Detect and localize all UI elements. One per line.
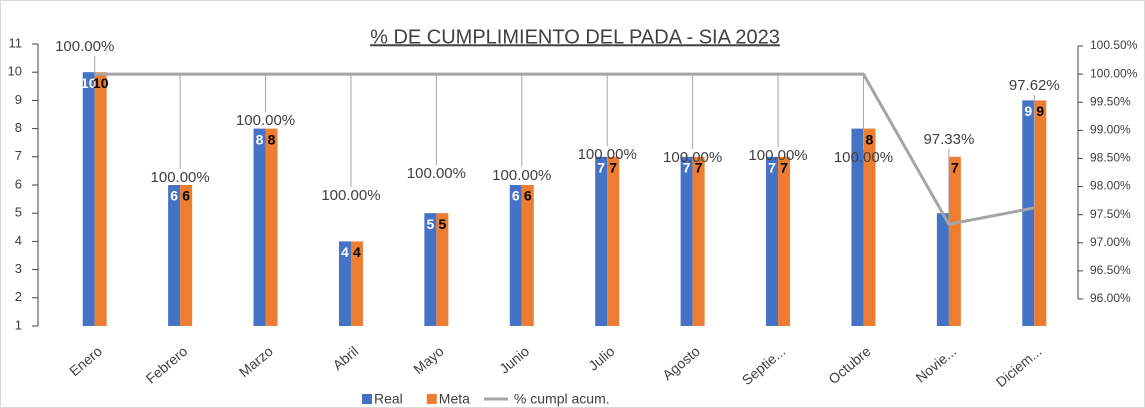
bar-value-label: 7 [780, 160, 788, 176]
y-tick-label: 4 [15, 233, 22, 248]
y-tick-label: 9 [15, 92, 22, 107]
bar-value-label: 9 [1024, 103, 1032, 119]
legend-label: Meta [439, 391, 470, 407]
bar-value-label: 10 [81, 75, 97, 91]
bar-value-label: 9 [1036, 103, 1044, 119]
bar [350, 241, 363, 326]
line-value-label: 100.00% [834, 149, 893, 166]
bar [936, 213, 949, 326]
line-value-label: 100.00% [663, 149, 722, 166]
line-value-label: 100.00% [748, 147, 807, 164]
y2-tick-label: 99.00% [1090, 123, 1131, 137]
y2-tick-label: 98.50% [1090, 151, 1131, 165]
bar-value-label: 4 [353, 244, 361, 260]
bar-value-label: 7 [609, 160, 617, 176]
bar-value-label: 8 [866, 131, 874, 147]
bar [778, 156, 791, 326]
line-value-label: 100.00% [492, 167, 551, 184]
bar-value-label: 5 [438, 216, 446, 232]
legend-swatch [362, 394, 372, 404]
line-value-label: 100.00% [151, 169, 210, 186]
line-value-label: 100.00% [55, 38, 114, 55]
bar [1034, 100, 1047, 327]
bar [82, 72, 95, 326]
line-value-label: 100.00% [578, 146, 637, 163]
line-value-label: 100.00% [321, 187, 380, 204]
y-tick-label: 6 [15, 176, 22, 191]
y2-tick-label: 97.50% [1090, 207, 1131, 221]
bar-value-label: 7 [951, 160, 959, 176]
line-value-label: 100.00% [407, 165, 466, 182]
bar [948, 156, 961, 326]
bar [180, 185, 193, 326]
y2-tick-label: 99.50% [1090, 94, 1131, 108]
bar-value-label: 6 [524, 188, 532, 204]
y-tick-label: 1 [15, 317, 22, 332]
bar-value-label: 7 [597, 160, 605, 176]
y2-tick-label: 96.00% [1090, 291, 1131, 305]
y-tick-label: 3 [15, 261, 22, 276]
bar-value-label: 10 [93, 75, 109, 91]
y-tick-label: 8 [15, 120, 22, 135]
y2-tick-label: 100.50% [1090, 38, 1138, 52]
y2-tick-label: 100.00% [1090, 66, 1138, 80]
line-value-label: 97.62% [1009, 77, 1060, 94]
bar-value-label: 6 [170, 188, 178, 204]
bar [863, 128, 876, 326]
bar-value-label: 6 [182, 188, 190, 204]
bar [509, 185, 522, 326]
bar [1022, 100, 1035, 327]
bar [253, 128, 266, 326]
bar-value-label: 8 [268, 131, 276, 147]
legend-swatch [426, 394, 437, 404]
bar [607, 156, 620, 326]
y2-tick-label: 96.50% [1090, 263, 1131, 277]
y-tick-label: 2 [15, 289, 22, 304]
bar [692, 156, 705, 326]
bar [521, 185, 534, 326]
bar-value-label: 7 [768, 160, 776, 176]
legend-label: Real [374, 391, 403, 407]
bar [595, 156, 608, 326]
bar [851, 128, 864, 326]
bar [94, 72, 107, 326]
y-tick-label: 10 [8, 64, 22, 79]
bar-value-label: 7 [695, 160, 703, 176]
y2-tick-label: 98.00% [1090, 179, 1131, 193]
bar-value-label: 4 [341, 244, 349, 260]
chart-title: % DE CUMPLIMIENTO DEL PADA - SIA 2023 [370, 26, 780, 48]
bar [766, 156, 779, 326]
y-tick-label: 11 [9, 35, 23, 50]
y-tick-label: 7 [15, 148, 22, 163]
line-value-label: 100.00% [236, 112, 295, 129]
y-tick-label: 5 [15, 205, 22, 220]
line [94, 72, 1035, 226]
bar [265, 128, 278, 326]
bar [436, 213, 449, 326]
bar [680, 156, 693, 326]
line-value-label: 97.33% [923, 131, 974, 148]
legend-label: % cumpl acum. [514, 391, 610, 407]
bar-value-label: 5 [426, 216, 434, 232]
bar-value-label: 8 [256, 131, 264, 147]
bar [168, 185, 181, 326]
bar-value-label: 7 [683, 160, 691, 176]
bar-value-label: 6 [512, 188, 520, 204]
bar [424, 213, 437, 326]
bar [338, 241, 351, 326]
y2-tick-label: 97.00% [1090, 235, 1131, 249]
